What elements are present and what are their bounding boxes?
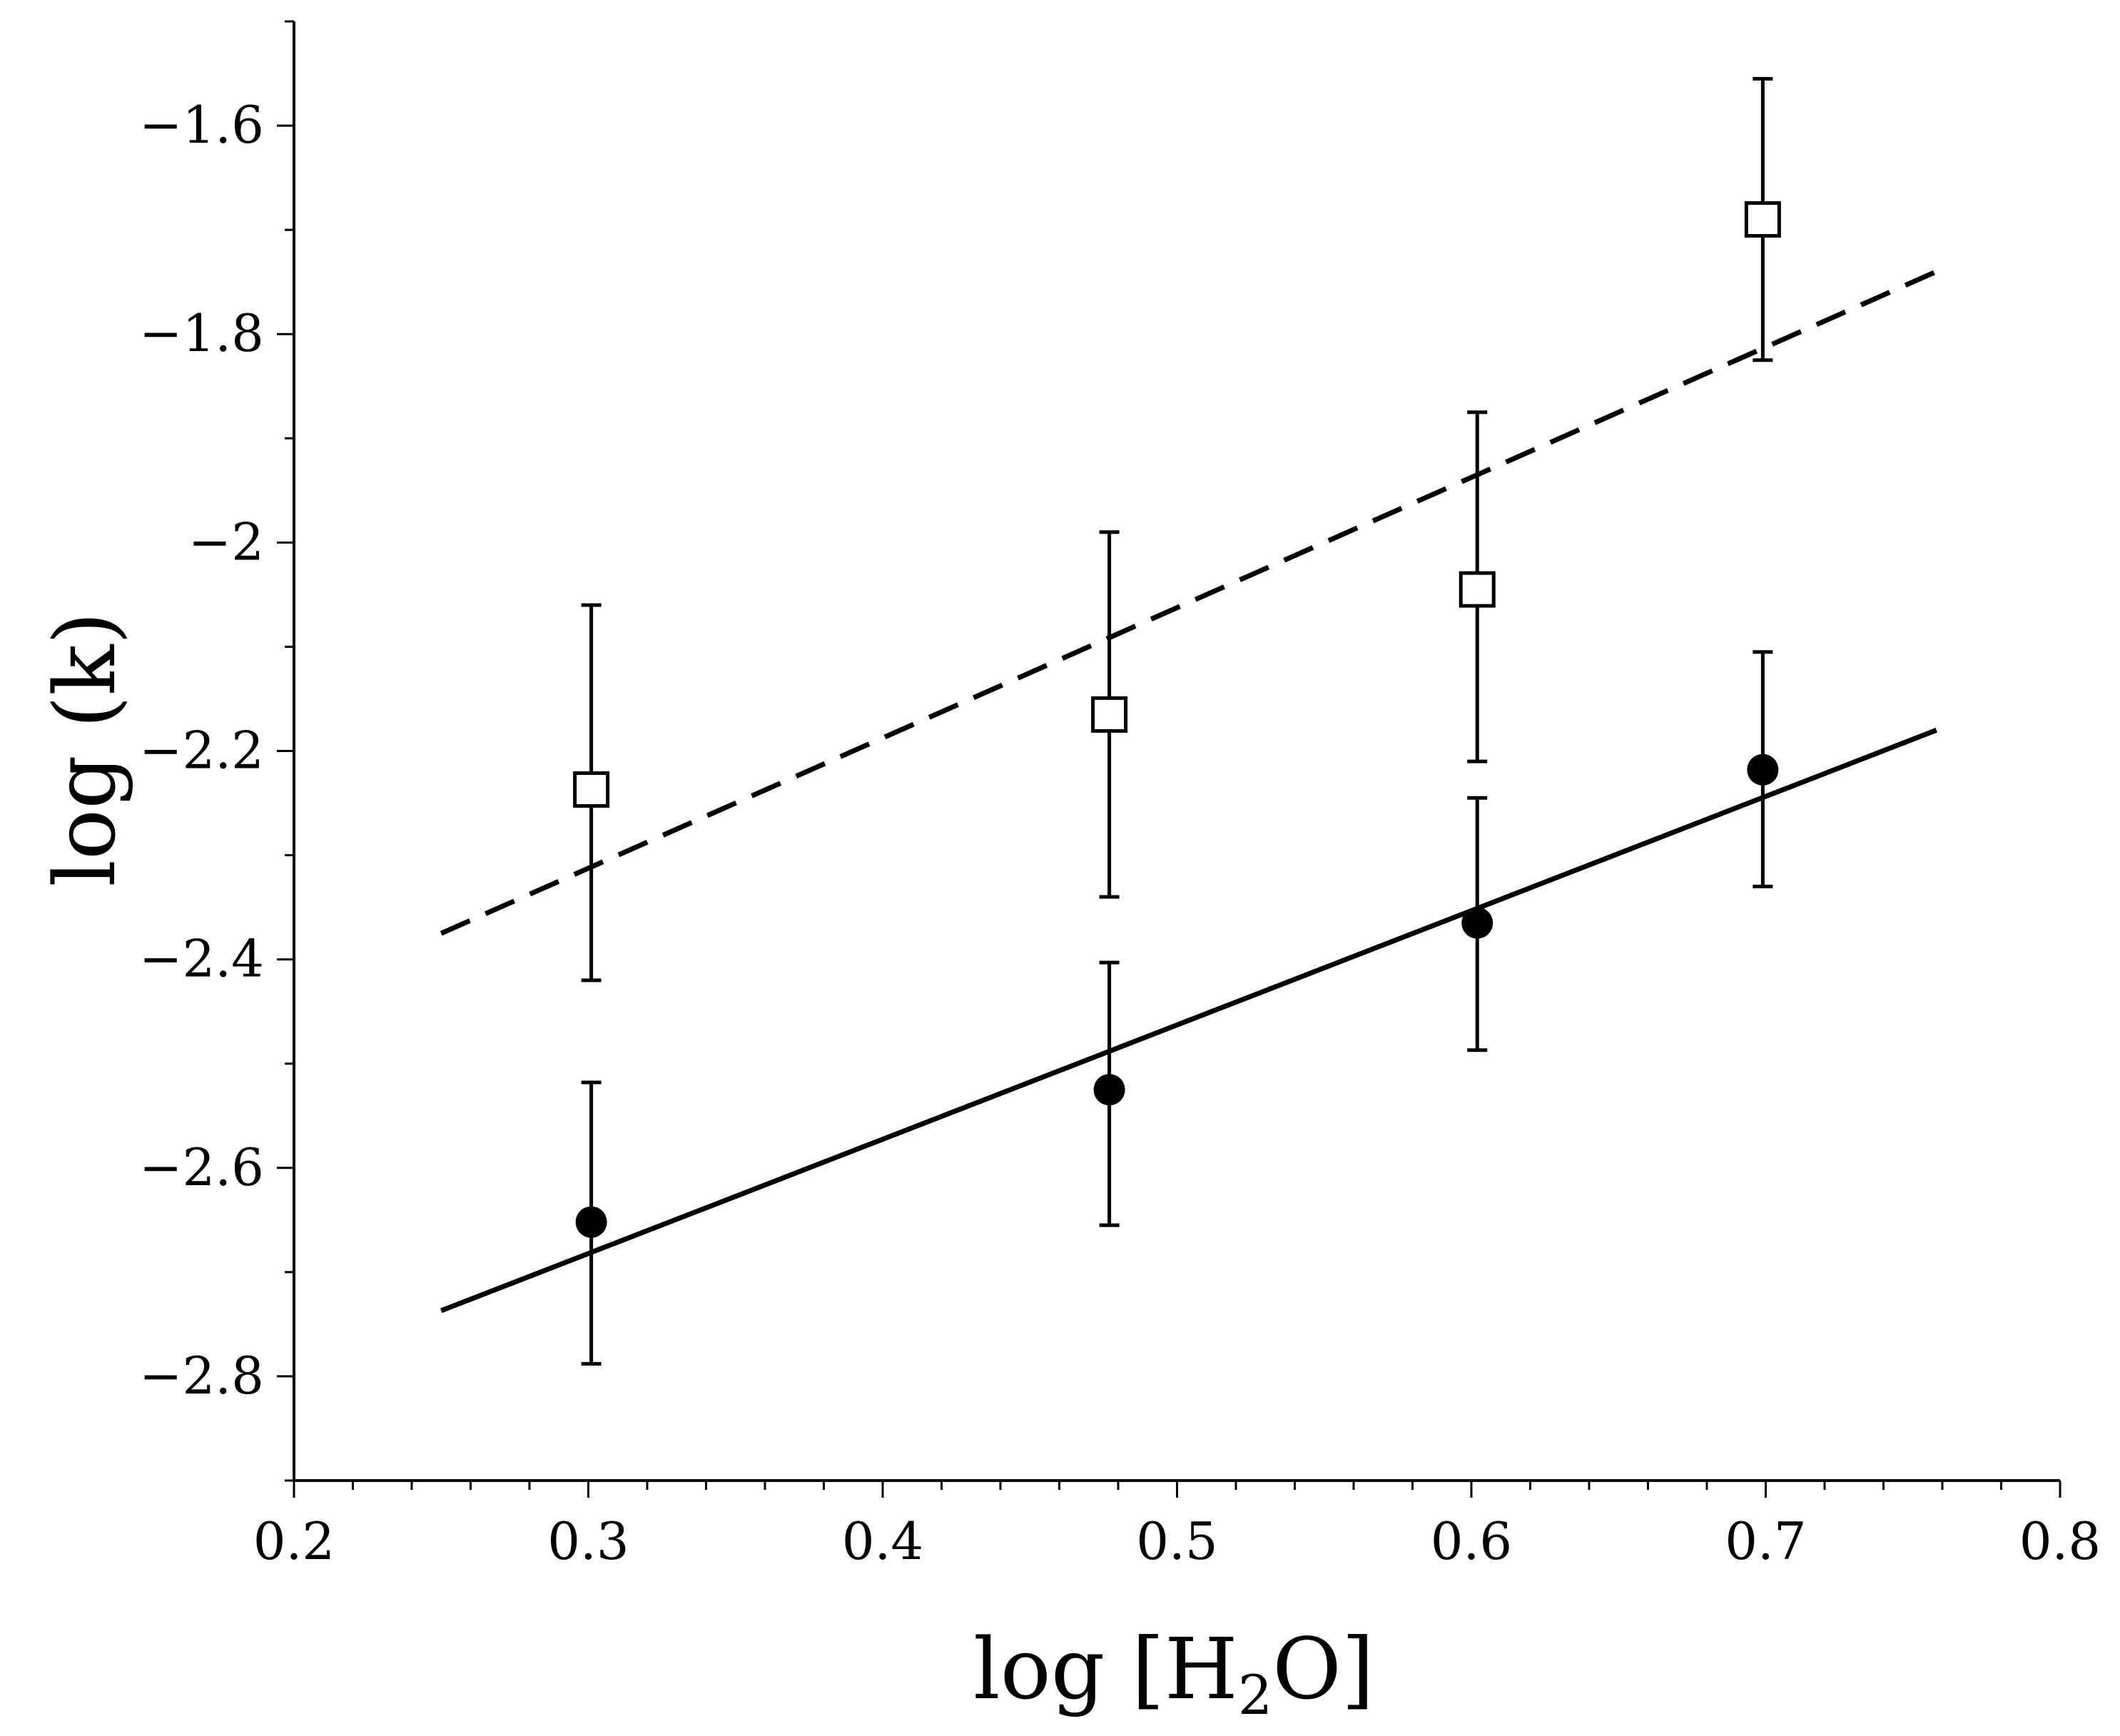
open-square-point <box>1091 696 1128 733</box>
y-tick-label: −2.6 <box>139 1137 264 1197</box>
x-tick-label: 0.7 <box>1725 1511 1807 1571</box>
filled-circle-point <box>1747 753 1779 786</box>
labels: log [H2O] log (k) 0.2 0.3 0.4 0.5 0.6 0.7 0.8 −… <box>36 95 2101 1727</box>
y-tick-label: −1.6 <box>139 95 264 155</box>
x-tick-label: 0.5 <box>1136 1511 1218 1571</box>
y-tick-label: −2.4 <box>139 929 264 989</box>
y-tick-label: −2 <box>188 512 264 572</box>
y-tick-label: −1.8 <box>139 303 264 363</box>
y-tick-label: −2.2 <box>139 721 264 781</box>
solid-fit-line <box>440 728 1938 1314</box>
x-tick-label: 0.8 <box>2019 1511 2101 1571</box>
dashed-fit-line <box>440 269 1938 936</box>
x-tick-label: 0.2 <box>253 1511 335 1571</box>
filled-circle-point <box>1461 907 1493 939</box>
x-tick-label: 0.3 <box>547 1511 629 1571</box>
markers <box>573 201 1781 1238</box>
axes <box>293 21 2060 1482</box>
y-axis-title: log (k) <box>36 611 134 886</box>
filled-circle-point <box>575 1206 607 1238</box>
x-tick-label: 0.6 <box>1431 1511 1513 1571</box>
ticks <box>277 20 2061 1498</box>
fit-lines <box>440 269 1938 1314</box>
y-tick-label: −2.8 <box>139 1346 264 1406</box>
error-bars <box>581 76 1773 1366</box>
x-axis-title: log [H2O] <box>973 1620 1374 1727</box>
filled-circle-point <box>1093 1074 1125 1106</box>
open-square-point <box>1459 571 1496 608</box>
x-tick-label: 0.4 <box>842 1511 924 1571</box>
open-square-point <box>573 771 610 808</box>
open-square-point <box>1744 201 1781 238</box>
